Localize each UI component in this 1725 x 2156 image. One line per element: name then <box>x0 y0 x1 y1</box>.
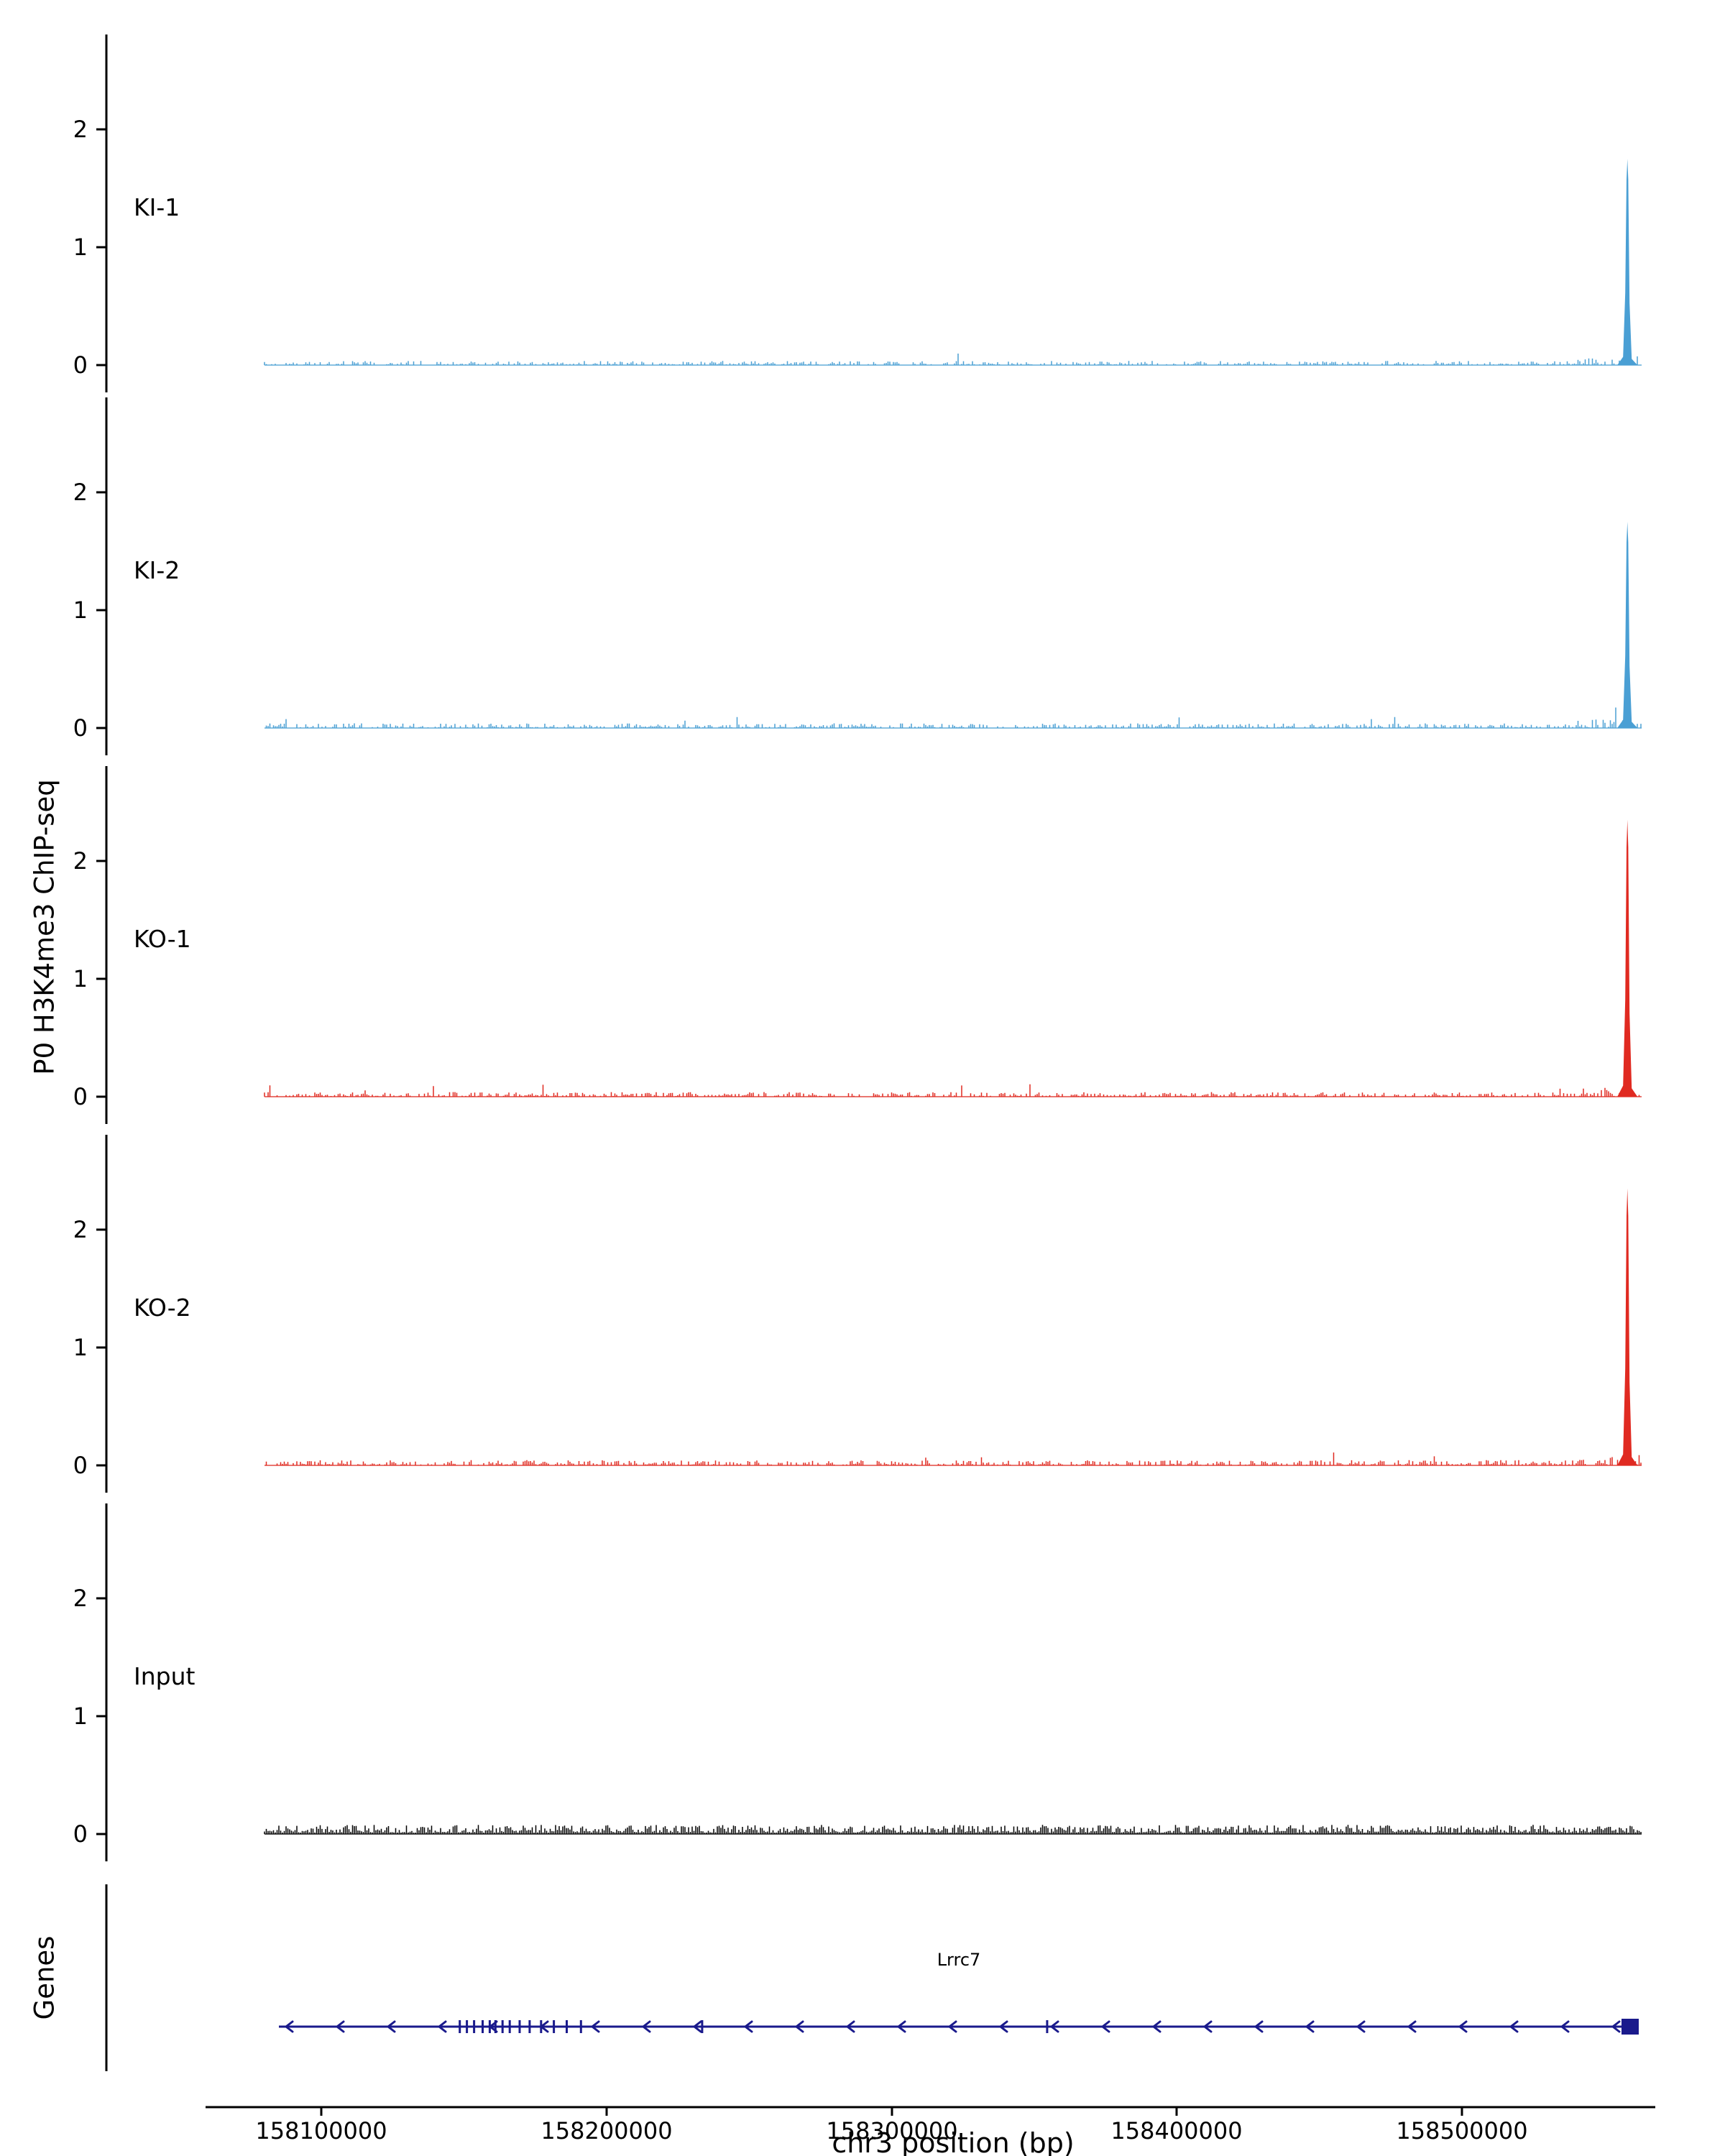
x-tick-label: 158200000 <box>540 2117 672 2145</box>
y-tick-label: 2 <box>73 479 88 506</box>
y-tick-label: 0 <box>73 1820 88 1848</box>
x-tick-label: 158400000 <box>1110 2117 1242 2145</box>
x-tick-label: 158500000 <box>1396 2117 1527 2145</box>
signal-noise <box>264 1084 1640 1097</box>
track-KO-2: 0 1 2 KO-2 <box>73 1135 1642 1493</box>
y-tick-label: 2 <box>73 1216 88 1243</box>
gene-exon <box>540 2020 543 2033</box>
gene-exon <box>518 2020 521 2033</box>
signal-noise <box>264 354 1638 365</box>
y-tick-label: 1 <box>73 234 88 261</box>
gene-exon <box>494 2020 497 2033</box>
gene-exon <box>488 2020 491 2033</box>
gene-exon <box>701 2020 704 2033</box>
gene-exon <box>528 2020 531 2033</box>
track-label: KI-2 <box>134 556 180 584</box>
track-label: KO-1 <box>134 925 191 953</box>
y-tick-label: 0 <box>73 351 88 379</box>
y-tick-label: 0 <box>73 1083 88 1110</box>
y-tick-label: 2 <box>73 1585 88 1612</box>
y-tick-label: 2 <box>73 116 88 143</box>
x-tick-label: 158300000 <box>826 2117 957 2145</box>
track-KO-1: 0 1 2 KO-1 <box>73 766 1642 1124</box>
y-tick-label: 1 <box>73 596 88 624</box>
gene-exon <box>508 2020 511 2033</box>
gene-exon <box>579 2020 582 2033</box>
signal-noise <box>264 1825 1642 1834</box>
gene-exon <box>566 2020 568 2033</box>
track-KI-2: 0 1 2 KI-2 <box>73 397 1642 755</box>
y-tick-label: 0 <box>73 1452 88 1479</box>
track-label: Input <box>134 1662 196 1690</box>
gene-exon <box>553 2020 556 2033</box>
track-Input: 0 1 2 Input <box>73 1503 1642 1861</box>
gene-exon <box>459 2020 461 2033</box>
track-KI-1: 0 1 2 KI-1 <box>73 34 1642 392</box>
y-tick-label: 2 <box>73 847 88 875</box>
signal-peak <box>1617 159 1638 365</box>
track-label: KI-1 <box>134 193 180 221</box>
y-tick-label: 0 <box>73 714 88 742</box>
gene-exon <box>1046 2020 1049 2033</box>
gene-name: Lrrc7 <box>937 1950 981 1970</box>
y-tick-label: 1 <box>73 1703 88 1730</box>
gene-exon <box>482 2020 484 2033</box>
gene-exon <box>473 2020 476 2033</box>
gene-exon <box>466 2020 469 2033</box>
signal-peak <box>1617 1188 1638 1465</box>
x-tick-label: 158100000 <box>255 2117 387 2145</box>
signal-peak <box>1617 819 1638 1097</box>
signal-noise <box>265 1452 1642 1465</box>
gene-exon <box>501 2020 504 2033</box>
gene-terminal-exon <box>1622 2019 1639 2035</box>
strand-arrow-icon <box>284 2020 1621 2033</box>
y-tick-label: 1 <box>73 965 88 992</box>
track-label: KO-2 <box>134 1294 191 1322</box>
x-axis-title: chr3 position (bp) <box>832 2127 1075 2156</box>
y-tick-label: 1 <box>73 1334 88 1361</box>
signal-peak <box>1617 522 1638 728</box>
x-axis: 158100000 158200000 158300000 158400000 1585… <box>206 2106 1655 2145</box>
signal-noise <box>265 707 1642 728</box>
gene-track: Lrrc7 <box>105 1884 1639 2071</box>
